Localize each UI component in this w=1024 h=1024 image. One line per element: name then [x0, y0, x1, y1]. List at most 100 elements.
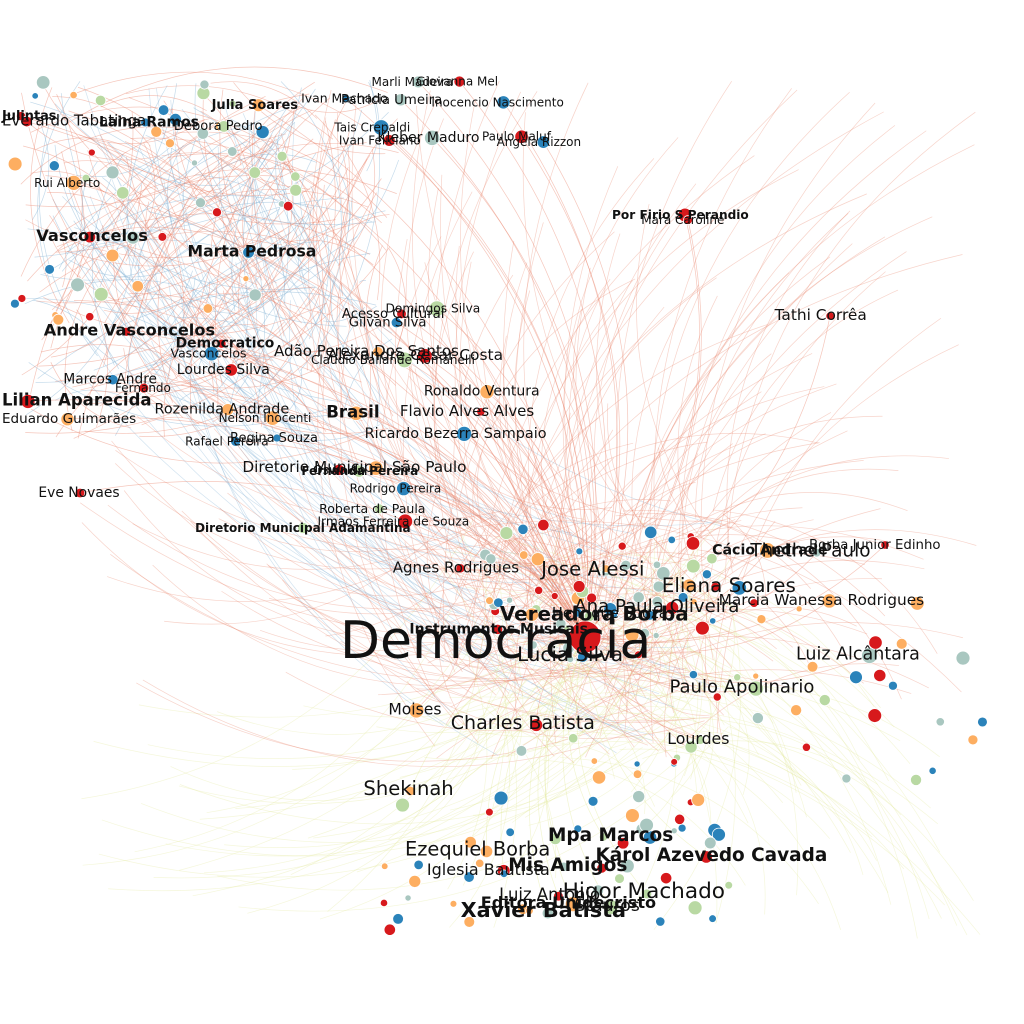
edge: [152, 281, 273, 361]
edge: [145, 397, 531, 583]
edge: [26, 121, 159, 161]
edge: [482, 705, 557, 879]
graph-node: [690, 598, 698, 606]
edge: [133, 201, 373, 245]
graph-node: [849, 670, 863, 685]
edge: [450, 666, 638, 811]
edge: [566, 633, 942, 919]
graph-node: [380, 862, 389, 870]
node-label: Rodrigo Pereira: [350, 482, 442, 496]
edge: [237, 180, 720, 690]
edge: [84, 334, 643, 667]
edge: [128, 288, 161, 394]
edge: [340, 305, 377, 360]
edge: [249, 372, 313, 418]
edge: [20, 126, 188, 185]
graph-node: [598, 832, 609, 842]
edge: [135, 109, 313, 326]
edge: [460, 99, 625, 655]
graph-node: [711, 827, 726, 842]
graph-node: [861, 647, 878, 664]
node-label: Luiz Alcântara: [796, 645, 920, 665]
graph-node: [572, 607, 583, 618]
node-label: Giovanna Mel: [416, 75, 498, 89]
edge: [275, 118, 302, 242]
node-label: Mpa Marcos: [548, 825, 673, 846]
graph-node: [499, 526, 514, 540]
edge: [680, 213, 849, 631]
edge: [522, 112, 728, 615]
edge: [50, 236, 138, 308]
graph-node: [683, 215, 693, 225]
graph-node: [412, 75, 425, 89]
edge: [321, 511, 699, 564]
edge: [68, 259, 181, 278]
edge: [277, 141, 393, 334]
edge: [437, 591, 479, 744]
edge: [473, 705, 669, 816]
edge: [427, 187, 553, 598]
edge: [220, 125, 586, 638]
edge: [396, 614, 702, 675]
edge: [267, 181, 607, 550]
edge: [542, 759, 746, 886]
node-label: Flavio Alves Alves: [400, 402, 534, 420]
graph-node: [48, 160, 60, 172]
edge: [242, 102, 292, 334]
edge: [472, 345, 646, 582]
node-label: Iglesia Bautista: [427, 860, 550, 879]
edge: [488, 589, 524, 802]
node-label: Instrumentos Musicais: [409, 621, 588, 637]
edge: [642, 606, 793, 648]
edge: [582, 429, 614, 613]
edge: [568, 523, 677, 551]
edge: [112, 133, 287, 283]
graph-node: [216, 338, 227, 349]
edge: [89, 321, 285, 393]
edge: [103, 204, 253, 367]
edge: [148, 88, 470, 619]
graph-node: [203, 345, 220, 362]
edge: [150, 369, 171, 377]
edge: [272, 299, 308, 371]
graph-node: [624, 627, 640, 643]
edge: [178, 702, 585, 804]
edge: [480, 411, 586, 638]
edge: [706, 607, 857, 627]
edge: [77, 86, 241, 250]
edge: [476, 499, 672, 574]
edge: [449, 696, 981, 935]
edge: [215, 284, 249, 393]
hub-label: Democracia: [340, 611, 651, 671]
edge: [402, 191, 473, 673]
edge: [584, 315, 831, 638]
edge: [37, 81, 81, 283]
edge: [348, 513, 661, 571]
node-label: Marta Pedrosa: [188, 241, 317, 260]
edge: [235, 262, 643, 741]
edge: [167, 145, 184, 223]
node-label: Mara Caroline: [641, 213, 724, 227]
edge: [74, 227, 293, 434]
node-label: Domingos Silva: [386, 302, 481, 316]
node-label: Alexandre Cesar Costa: [328, 346, 503, 364]
edge: [459, 531, 507, 886]
edge: [455, 245, 604, 640]
edge: [148, 211, 379, 403]
edge: [143, 387, 586, 638]
edge: [119, 237, 573, 534]
edge: [375, 467, 586, 638]
edge: [533, 695, 931, 809]
edge: [611, 552, 875, 707]
edge: [24, 279, 245, 311]
edge: [651, 691, 710, 716]
graph-node: [379, 898, 389, 908]
graph-node: [536, 135, 551, 149]
graph-node: [659, 872, 673, 885]
edge: [583, 746, 656, 807]
graph-node: [212, 207, 222, 218]
graph-node: [825, 311, 835, 321]
edge: [584, 636, 707, 858]
node-label: Lilian Aparecida: [2, 390, 152, 409]
node-label: Ezequiel Borba: [405, 837, 550, 860]
